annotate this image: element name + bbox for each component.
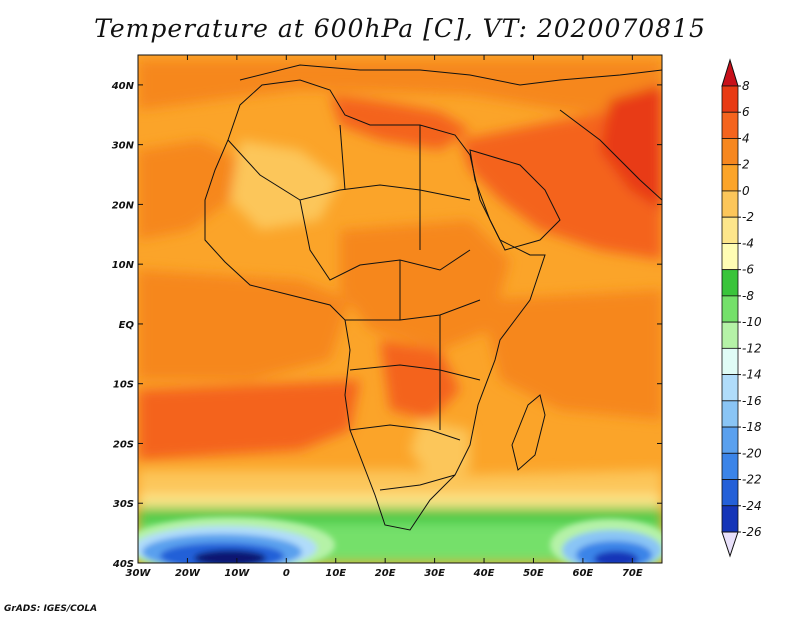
- lon-tick-label: 20E: [375, 568, 396, 579]
- plot-frame: [137, 54, 663, 564]
- colorbar-label: -16: [742, 394, 762, 408]
- colorbar-segment: [721, 295, 739, 323]
- temperature-field: [138, 55, 662, 563]
- colorbar-label: -18: [742, 420, 762, 434]
- colorbar-label: -12: [742, 341, 762, 355]
- colorbar-label: 2: [742, 158, 750, 172]
- colorbar-label: 0: [742, 184, 750, 198]
- lon-tick-label: 10W: [224, 568, 250, 579]
- colorbar-segment: [721, 164, 739, 192]
- colorbar-segment: [721, 85, 739, 113]
- colorbar-segment: [721, 269, 739, 297]
- colorbar-segment: [721, 138, 739, 166]
- colorbar-label: -24: [742, 499, 762, 513]
- colorbar-over-triangle: [721, 58, 739, 87]
- lat-tick-label: EQ: [119, 320, 135, 331]
- colorbar-segment: [721, 374, 739, 402]
- colorbar-label: -4: [742, 236, 754, 250]
- colorbar-label: -22: [742, 473, 762, 487]
- lon-tick-label: 40E: [473, 568, 495, 579]
- lat-tick-label: 40S: [112, 559, 134, 570]
- colorbar-segment: [721, 347, 739, 375]
- lat-tick-label: 30N: [112, 141, 135, 152]
- colorbar-label: -14: [742, 368, 762, 382]
- lon-tick-label: 60E: [573, 568, 594, 579]
- colorbar-label: -10: [742, 315, 762, 329]
- colorbar-segment: [721, 505, 739, 533]
- colorbar-label: -26: [742, 525, 762, 539]
- colorbar-segment: [721, 111, 739, 139]
- colorbar-label: 6: [742, 105, 750, 119]
- colorbar-segment: [721, 479, 739, 507]
- colorbar-label: -2: [742, 210, 754, 224]
- colorbar-label: -6: [742, 263, 754, 277]
- grads-credit: GrADS: IGES/COLA: [4, 604, 98, 614]
- lon-tick-label: 50E: [523, 568, 544, 579]
- colorbar-segment: [721, 452, 739, 480]
- map-title: Temperature at 600hPa [C], VT: 202007081…: [94, 14, 706, 43]
- lat-tick-label: 40N: [111, 81, 135, 92]
- lon-tick-label: 0: [283, 568, 290, 579]
- lat-tick-label: 20S: [113, 439, 134, 450]
- colorbar-label: -20: [742, 446, 762, 460]
- lat-tick-label: 20N: [112, 200, 135, 211]
- colorbar-segment: [721, 243, 739, 271]
- lon-axis: 30W 20W 10W 0 10E 20E 30E 40E 50E 60E 70E: [126, 55, 643, 579]
- colorbar-segment: [721, 190, 739, 218]
- lon-tick-label: 10E: [325, 568, 346, 579]
- colorbar-segment: [721, 321, 739, 349]
- colorbar-label: 4: [742, 131, 750, 145]
- colorbar-segment: [721, 426, 739, 454]
- lon-tick-label: 30E: [424, 568, 445, 579]
- lon-tick-label: 30W: [126, 568, 152, 579]
- lon-tick-label: 20W: [175, 568, 201, 579]
- lon-tick-label: 70E: [622, 568, 643, 579]
- coastlines: [204, 64, 662, 531]
- colorbar-segment: [721, 400, 739, 428]
- lat-tick-label: 10S: [113, 380, 134, 391]
- colorbar-label: 8: [742, 79, 750, 93]
- lat-tick-label: 10N: [112, 260, 135, 271]
- colorbar-under-triangle: [721, 531, 739, 558]
- colorbar-segment: [721, 216, 739, 244]
- colorbar: 8 6 4 2 0 -2 -4 -6 -8 -10 -12 -14 -16 -18 -20 -22 -24 -26: [721, 58, 762, 558]
- lat-tick-label: 30S: [113, 499, 134, 510]
- lat-axis: 40N 30N 20N 10N EQ 10S 20S 30S 40S: [111, 81, 662, 570]
- colorbar-label: -8: [742, 289, 754, 303]
